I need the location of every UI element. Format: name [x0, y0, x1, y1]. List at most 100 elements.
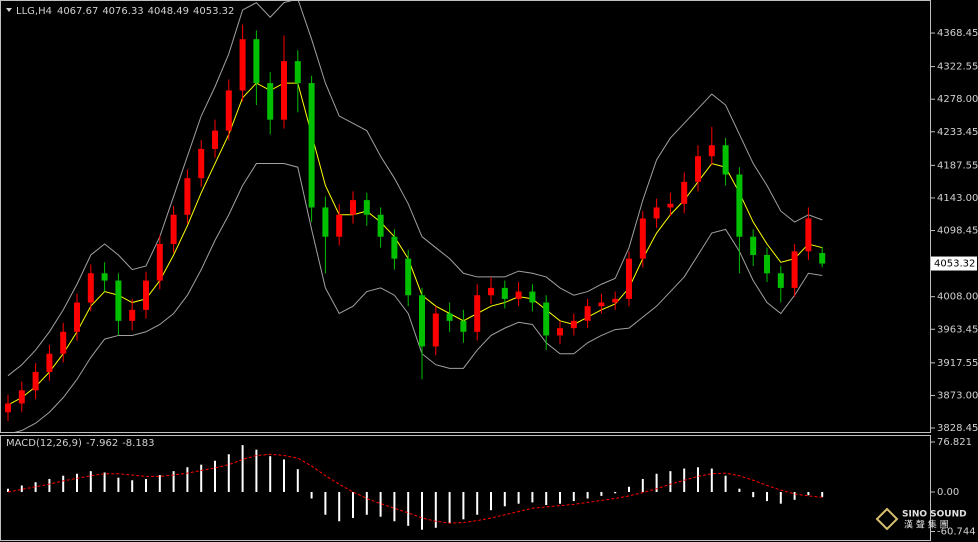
- macd-label: MACD(12,26,9): [6, 438, 82, 449]
- price-axis: 4368.45 4322.55 4278.00 4233.45 4187.55 4143.…: [931, 28, 978, 538]
- header-high: 4076.33: [102, 6, 143, 17]
- macd-bar: [34, 482, 37, 492]
- candle-body: [350, 200, 356, 215]
- candle-body: [198, 148, 205, 179]
- candle-body: [74, 302, 80, 332]
- candle-body: [557, 328, 563, 336]
- candle-body: [308, 83, 315, 208]
- candle-body: [501, 287, 508, 299]
- y-tick-label: 4278.00: [937, 94, 978, 105]
- y-tick-label: 4322.55: [937, 62, 978, 73]
- macd-bar: [614, 491, 617, 494]
- macd-bar: [531, 491, 534, 503]
- candle-body: [584, 306, 591, 321]
- macd-bar: [365, 491, 368, 515]
- candle-body: [18, 390, 25, 404]
- macd-bar: [48, 478, 51, 492]
- header-low: 4048.49: [148, 6, 189, 17]
- candle-body: [736, 174, 743, 237]
- last-price-box: [931, 256, 977, 271]
- y-tick-label: 4008.00: [937, 292, 978, 303]
- y-tick-label: 3917.55: [937, 358, 978, 369]
- macd-bar: [766, 491, 768, 502]
- candle-body: [764, 254, 770, 274]
- header-open: 4067.67: [57, 6, 98, 17]
- macd-bar: [117, 477, 120, 492]
- candle-body: [60, 331, 67, 354]
- candle-body: [87, 273, 94, 303]
- macd-bar: [600, 491, 603, 496]
- macd-bar: [738, 488, 741, 492]
- y-tick-label: 4143.00: [937, 193, 978, 204]
- candle-body: [805, 218, 812, 252]
- candle-body: [819, 253, 826, 264]
- candle-body: [488, 287, 494, 296]
- candle-body: [46, 353, 53, 373]
- macd-bar: [807, 491, 810, 496]
- candle-body: [212, 130, 218, 149]
- chart-header: LLG,H4 4067.67 4076.33 4048.49 4053.32: [16, 6, 234, 17]
- macd-bar: [227, 454, 230, 492]
- macd-bar: [793, 491, 796, 500]
- candle-body: [170, 214, 177, 245]
- macd-bar: [710, 468, 713, 492]
- macd-bar: [641, 478, 644, 492]
- candle-body: [570, 320, 577, 329]
- macd-frame: [0, 435, 931, 541]
- candle-body: [653, 207, 660, 219]
- candle-body: [267, 83, 274, 120]
- macd-bar: [20, 485, 23, 492]
- candle-body: [225, 90, 232, 131]
- macd-bar: [200, 464, 203, 492]
- macd-bar: [283, 459, 285, 492]
- signal-value: -8.183: [122, 438, 154, 449]
- candle-body: [377, 214, 384, 237]
- macd-bar: [214, 460, 216, 492]
- y-tick-label: 3828.45: [937, 423, 978, 434]
- watermark: SINO SOUND 漢 聲 集 團: [875, 507, 967, 531]
- macd-bar: [145, 478, 147, 492]
- macd-bar: [338, 491, 341, 522]
- macd-bar: [586, 491, 589, 499]
- macd-bar: [448, 491, 451, 524]
- candle-body: [750, 236, 757, 255]
- candle-body: [184, 178, 191, 215]
- candle-body: [667, 203, 674, 208]
- macd-bar: [310, 491, 313, 499]
- macd-bar: [158, 475, 161, 492]
- candle-body: [639, 218, 646, 259]
- macd-bar: [296, 469, 299, 492]
- macd-bar: [89, 471, 92, 492]
- candle-body: [708, 145, 715, 157]
- main-frame: [0, 0, 931, 433]
- last-price-label: 4053.32: [934, 259, 975, 270]
- macd-bar: [490, 491, 492, 511]
- macd-bar: [7, 488, 9, 492]
- candle-body: [156, 244, 163, 281]
- y-tick-label: 76.821: [937, 437, 972, 448]
- logo-icon: [875, 507, 899, 531]
- macd-bar: [476, 491, 479, 515]
- macd-bar: [62, 475, 65, 492]
- macd-bar: [559, 491, 561, 504]
- candle-body: [5, 403, 11, 413]
- candle-body: [294, 61, 301, 84]
- candle-body: [336, 214, 343, 237]
- macd-bar: [172, 471, 175, 492]
- candle-body: [612, 298, 619, 303]
- macd-bar: [517, 491, 520, 504]
- menu-arrow[interactable]: [6, 8, 12, 12]
- macd-bar: [379, 491, 382, 517]
- macd-bar: [255, 449, 258, 492]
- macd-bar: [628, 486, 630, 492]
- candle-body: [363, 200, 370, 215]
- macd-bar: [352, 491, 354, 519]
- candle-body: [777, 273, 784, 288]
- macd-bar: [393, 491, 396, 522]
- y-tick-label: 3873.00: [937, 390, 978, 401]
- candle-body: [101, 273, 108, 281]
- macd-bar: [821, 491, 824, 498]
- candle-body: [598, 302, 605, 307]
- main-plot: [5, 1, 826, 432]
